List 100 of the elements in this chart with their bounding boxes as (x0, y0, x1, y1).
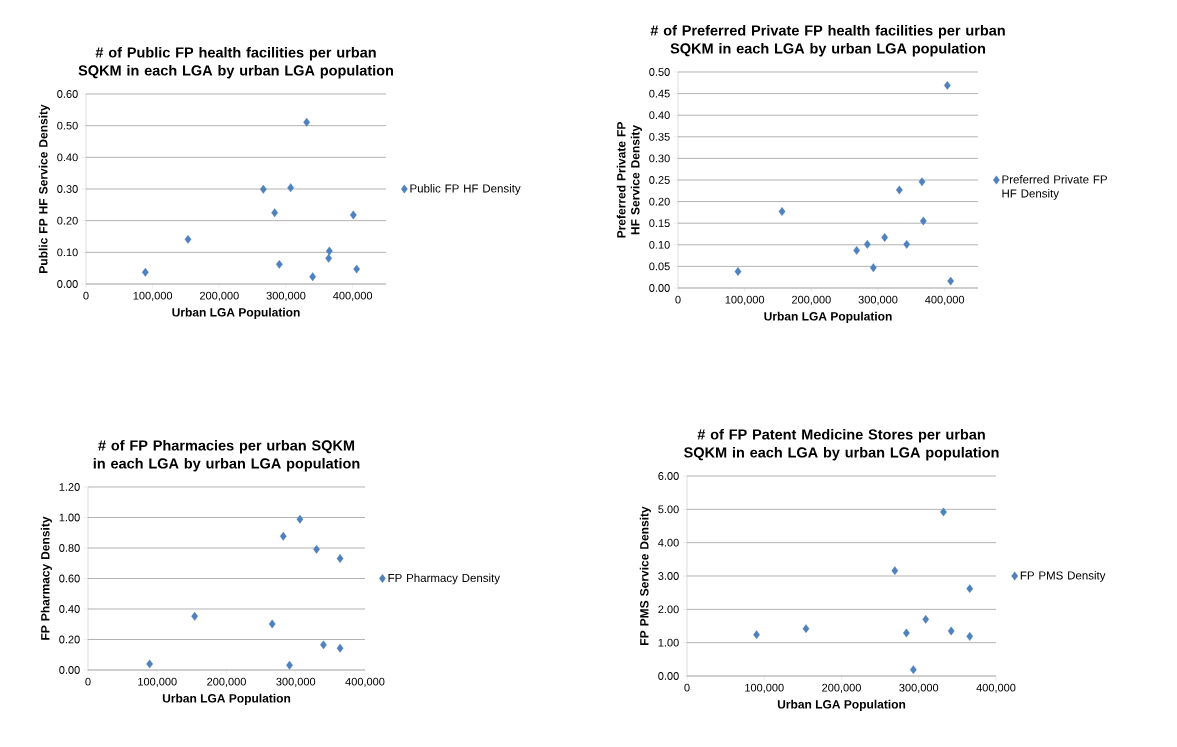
y-tick-label: 0.20 (57, 216, 78, 225)
point (947, 626, 955, 636)
y-tick-label: 0.45 (649, 89, 670, 98)
point (259, 184, 267, 194)
x-tick-label: 100,000 (725, 295, 765, 305)
x-tick-label: 0 (684, 683, 690, 692)
legend-label: Preferred Private FP HF Density (1002, 175, 1107, 200)
point (918, 177, 926, 187)
point (325, 253, 333, 263)
x-axis-title: Urban LGA Population (162, 693, 291, 705)
x-axis-title: Urban LGA Population (777, 699, 906, 711)
x-tick-label: 0 (85, 677, 91, 686)
y-tick-label: 0.30 (57, 185, 78, 193)
y-tick-label: 0.05 (649, 262, 670, 271)
y-tick-label: 0.10 (57, 248, 78, 257)
point (184, 234, 192, 244)
point (903, 628, 910, 638)
y-tick-label: 2.00 (658, 605, 679, 614)
point (869, 263, 877, 273)
y-axis-title: FP Pharmacy Density (40, 516, 52, 640)
x-axis-title: Urban LGA Population (764, 311, 892, 323)
point (336, 643, 344, 653)
x-tick-label: 100,000 (138, 677, 177, 687)
y-tick-label: 0.00 (57, 280, 78, 288)
point (853, 246, 861, 255)
y-tick-label: 1.00 (59, 513, 80, 522)
x-tick-label: 0 (675, 295, 681, 304)
point (943, 80, 951, 90)
y-tick-label: 1.00 (658, 638, 679, 647)
x-axis-title: Urban LGA Population (172, 307, 300, 319)
y-tick-label: 0.35 (649, 132, 670, 141)
point (895, 185, 903, 195)
y-tick-label: 0.15 (649, 219, 670, 228)
point (863, 239, 871, 249)
y-axis-title: Public FP HF Service Density (38, 104, 50, 273)
y-axis-title: FP PMS Service Density (639, 506, 651, 645)
x-tick-label: 200,000 (207, 677, 246, 687)
chart-title: # of Public FP health facilities per urban SQKM in each LGA by urban LGA population (78, 46, 394, 79)
legend-label: FP PMS Density (1020, 571, 1106, 582)
point (275, 259, 283, 269)
point (919, 216, 927, 226)
point (296, 514, 304, 524)
point (881, 233, 889, 242)
y-tick-label: 0.20 (649, 197, 670, 206)
point (286, 660, 293, 670)
x-tick-label: 300,000 (858, 295, 898, 305)
y-tick-label: 0.40 (57, 153, 78, 162)
x-tick-label: 400,000 (345, 677, 385, 687)
x-tick-label: 200,000 (200, 291, 239, 301)
point (966, 631, 974, 641)
y-tick-label: 6.00 (658, 472, 679, 480)
point (940, 507, 947, 517)
point (802, 624, 810, 634)
point (353, 264, 361, 274)
y-tick-label: 1.20 (59, 483, 80, 491)
point (309, 272, 317, 282)
x-tick-label: 0 (83, 291, 89, 300)
y-tick-label: 4.00 (658, 538, 679, 547)
x-tick-label: 400,000 (925, 295, 965, 305)
point (336, 554, 344, 563)
point (734, 267, 742, 276)
y-tick-label: 0.00 (649, 284, 670, 292)
point (146, 659, 153, 669)
y-tick-label: 0.50 (57, 121, 78, 130)
x-tick-label: 100,000 (133, 291, 173, 301)
chart-title: # of FP Patent Medicine Stores per urban SQKM in each LGA by urban LGA population (684, 428, 999, 461)
point (778, 207, 786, 216)
point (141, 267, 149, 277)
chart-title: # of FP Pharmacies per urban SQKM in each LGA by urban LGA population (93, 439, 360, 472)
point (947, 276, 955, 286)
x-tick-label: 200,000 (822, 683, 861, 693)
point (903, 239, 911, 249)
x-tick-label: 300,000 (899, 683, 939, 693)
y-tick-label: 0.10 (649, 240, 670, 249)
point (191, 611, 198, 621)
x-tick-label: 300,000 (276, 677, 316, 687)
y-axis-title: Preferred Private FP HF Service Density (616, 122, 642, 238)
point (279, 531, 287, 541)
y-tick-label: 3.00 (658, 572, 679, 580)
x-tick-label: 400,000 (333, 291, 373, 301)
x-tick-label: 200,000 (792, 295, 831, 305)
point (891, 566, 899, 576)
point (271, 208, 279, 218)
point (303, 117, 311, 127)
y-tick-label: 0.60 (57, 90, 78, 98)
y-tick-label: 0.60 (59, 574, 80, 583)
point (349, 210, 357, 220)
y-tick-label: 0.40 (59, 605, 80, 613)
y-tick-label: 0.30 (649, 154, 670, 163)
point (753, 630, 760, 640)
point (313, 544, 320, 554)
point (287, 183, 295, 193)
point (268, 619, 276, 629)
y-tick-label: 5.00 (658, 505, 679, 514)
legend-label: Public FP HF Density (410, 184, 521, 195)
point (320, 640, 327, 650)
y-tick-label: 0.25 (649, 176, 670, 184)
x-tick-label: 300,000 (266, 291, 306, 301)
y-tick-label: 0.50 (649, 68, 670, 76)
y-tick-label: 0.40 (649, 111, 670, 120)
